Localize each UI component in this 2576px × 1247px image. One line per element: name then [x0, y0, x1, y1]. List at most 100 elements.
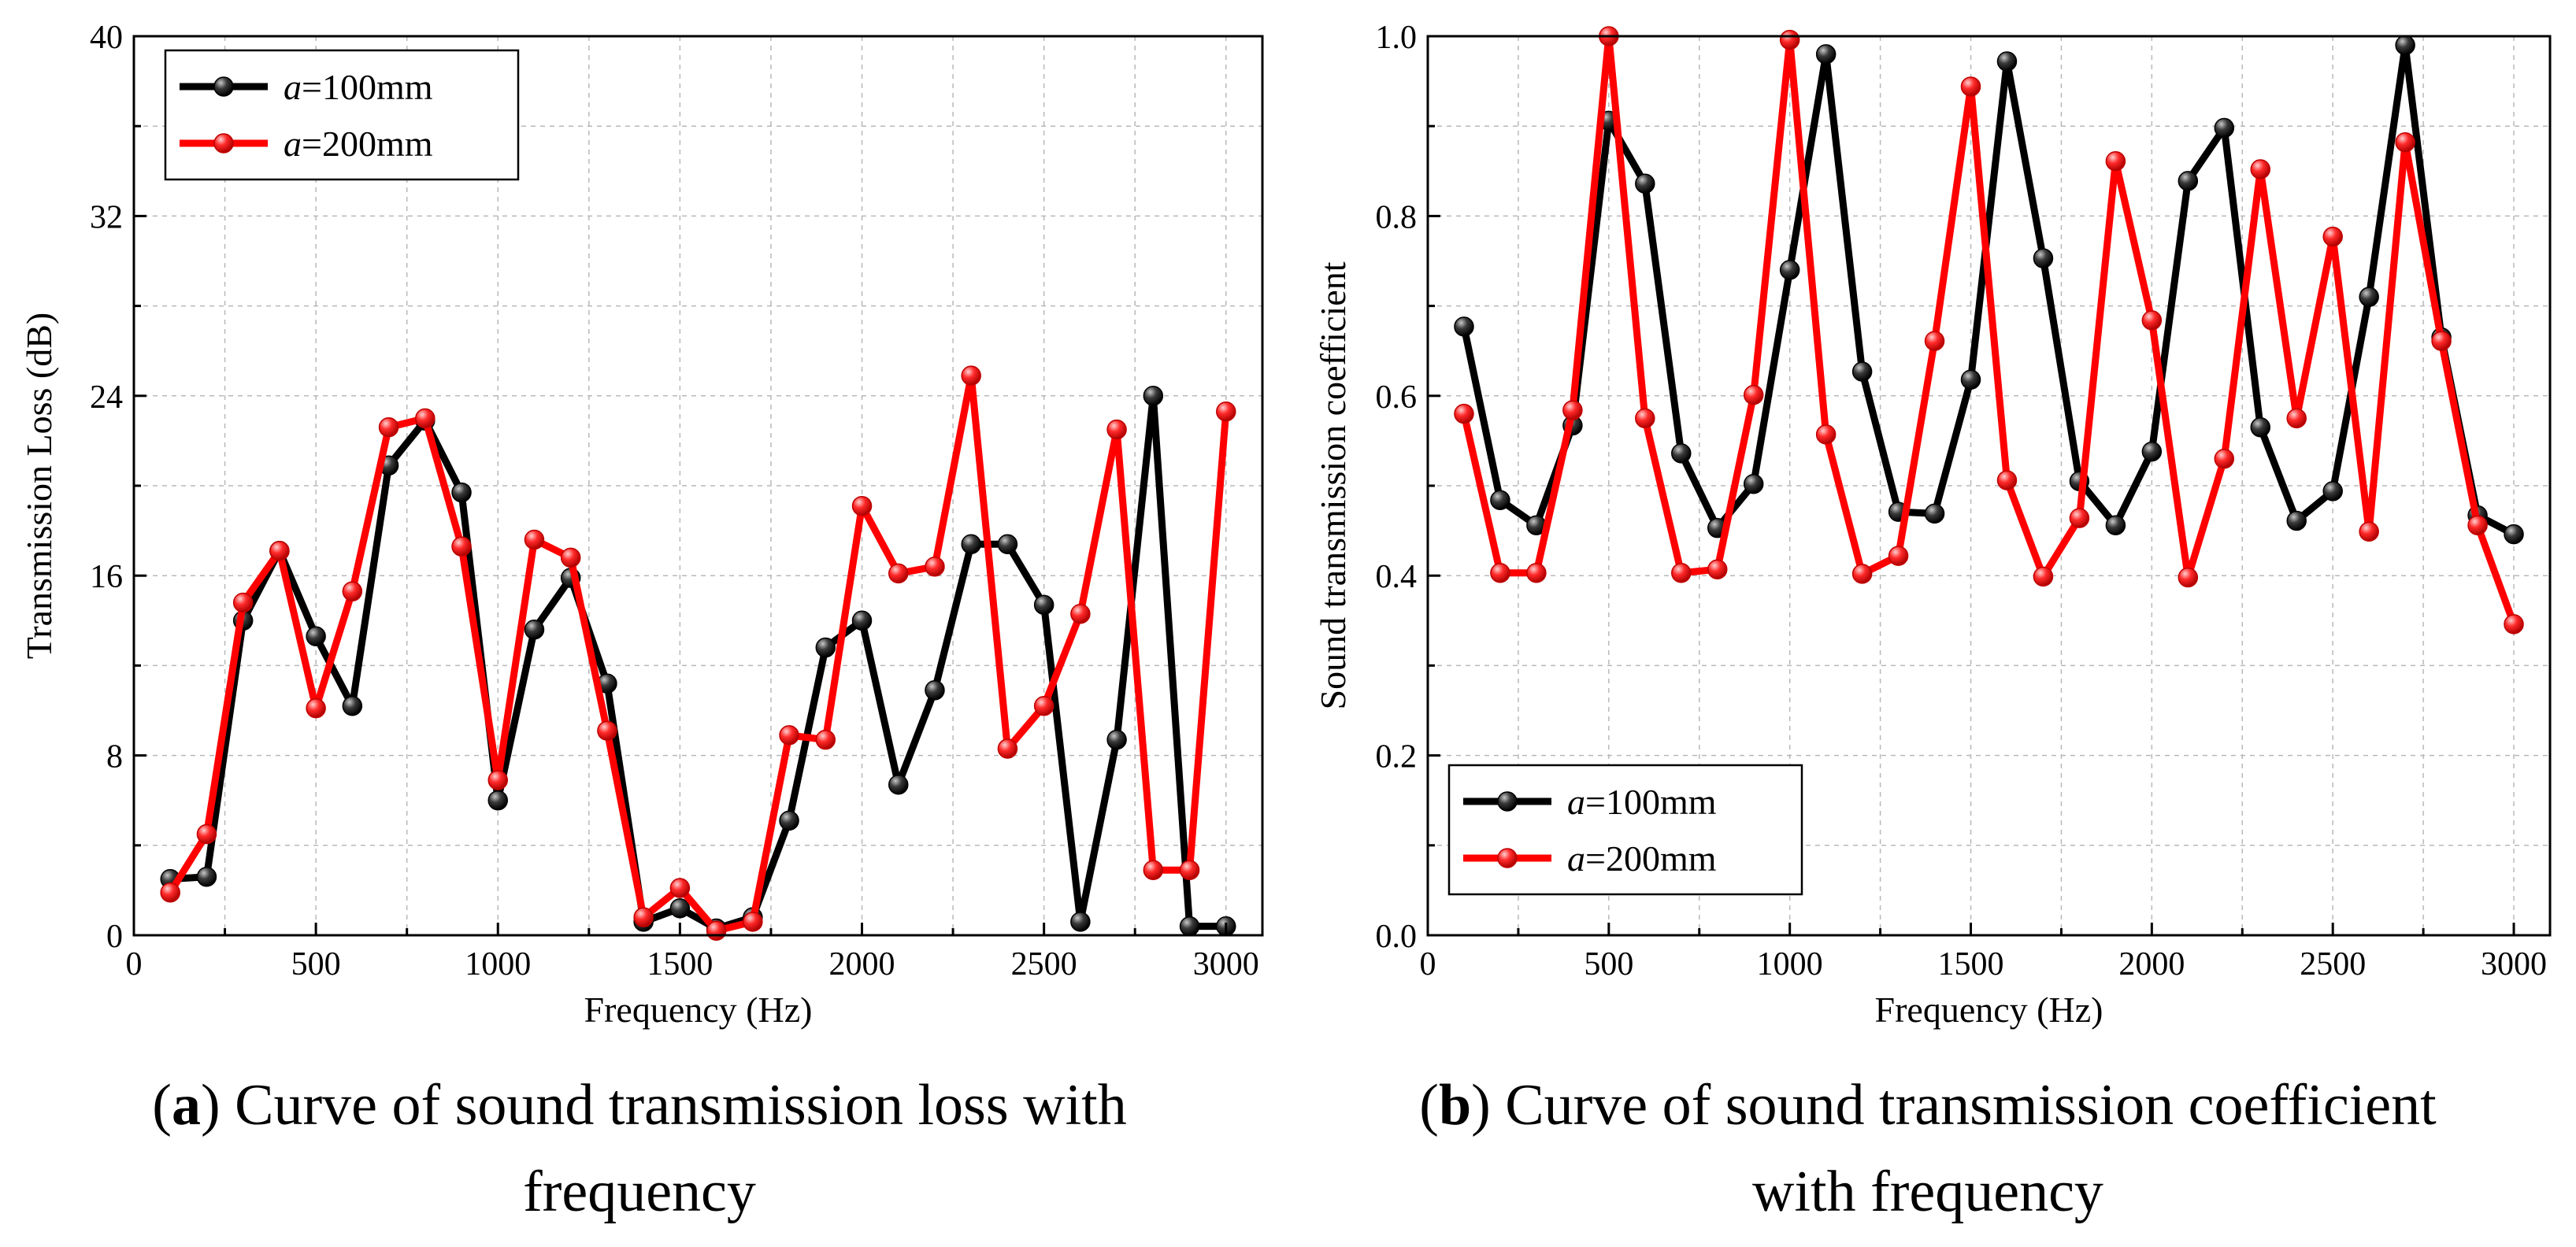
chart-b-legend-box — [1447, 764, 1803, 896]
chart-b-series-1-point — [1743, 384, 1764, 405]
chart-b-series-1-point — [1851, 564, 1873, 584]
chart-b-ticks: 0 500 1000 1500 2000 2500 3000 0.0 0.2 0.4 0.6 0.8 1… — [1376, 20, 2548, 982]
chart-b-series-0-point — [1960, 369, 1981, 390]
chart-a-series-0-point — [888, 774, 909, 795]
chart-b-legend-swatch-marker — [1497, 848, 1518, 868]
chart-b-series-1-point — [2431, 331, 2452, 351]
chart-b-series-1-point — [2033, 566, 2054, 587]
chart-a-series-1-point — [633, 907, 654, 927]
chart-b-series-0-point — [2359, 287, 2379, 307]
chart-a-x-tick-label: 1500 — [647, 946, 713, 982]
chart-a-series-0-point — [1033, 594, 1054, 616]
chart-b-series-0-point — [2322, 481, 2343, 501]
chart-a-series-0-point — [997, 534, 1018, 554]
chart-b-series-1-point — [2250, 159, 2271, 179]
chart-b-series-1-point — [1635, 408, 1655, 429]
chart-b-series-0-point — [2504, 524, 2524, 545]
chart-a-series-1-point — [196, 823, 217, 845]
chart-b-series-1-point — [1779, 29, 1800, 50]
chart-b-series-0-point — [2105, 515, 2126, 535]
chart-b-series-1-point — [2395, 132, 2415, 153]
caption-b-line-1: (b) Curve of sound transmission coeffici… — [1419, 1073, 2437, 1138]
chart-b-series-0-point — [2395, 35, 2415, 56]
chart-a-series-1-point — [415, 408, 436, 429]
chart-b-series-1-point — [1815, 424, 1837, 445]
chart-b-series-1-point — [2467, 515, 2488, 535]
caption-a-line-1: (a) Curve of sound transmission loss wit… — [152, 1073, 1126, 1138]
chart-b-y-tick-label: 0.0 — [1376, 919, 1418, 955]
chart-a-x-axis-label: Frequency (Hz) — [584, 990, 813, 1030]
chart-a-series-1-point — [1143, 860, 1164, 880]
chart-a-series-1-point — [925, 557, 945, 577]
chart-a-y-tick-label: 16 — [90, 559, 123, 595]
chart-b-series-0-point — [1815, 44, 1837, 65]
chart-a-series-1-point — [1106, 419, 1127, 440]
chart-a-x-tick-label: 1000 — [465, 946, 531, 982]
chart-a-series-0-point — [1106, 729, 1127, 750]
chart-a-panel: 0 500 1000 1500 2000 2500 3000 0 8 16 24 32 40 Frequ… — [19, 20, 1264, 1030]
chart-b-series-1-line — [1460, 32, 2518, 626]
chart-a-x-tick-label: 500 — [291, 946, 341, 982]
chart-b-series-1-point — [1960, 76, 1981, 97]
chart-b-series-0-point — [2178, 171, 2199, 191]
chart-b-series-0-point — [1779, 260, 1800, 280]
chart-a-series-1-point — [815, 729, 836, 750]
chart-b-series-0-point — [1924, 503, 1945, 524]
chart-b-series-0-point — [1490, 490, 1510, 511]
chart-b-series-1-point — [1526, 563, 1547, 583]
chart-b-series-1-point — [2214, 448, 2235, 469]
chart-a-series-1-point — [1216, 401, 1236, 422]
chart-a-legend: a=100mm a=200mm — [164, 49, 520, 181]
chart-a-y-tick-label: 0 — [106, 919, 123, 955]
chart-a-x-tick-label: 0 — [126, 946, 143, 982]
chart-a-series-1-point — [451, 536, 472, 557]
chart-b-series-1-point — [1707, 559, 1728, 579]
chart-a-series-0-point — [961, 534, 981, 554]
chart-b-series-0-point — [1743, 473, 1764, 494]
chart-a-y-tick-label: 32 — [90, 199, 123, 235]
chart-a-y-tick-label: 40 — [90, 20, 123, 56]
caption-a-line-2: frequency — [523, 1160, 756, 1224]
chart-b-series-1-point — [2504, 614, 2524, 635]
chart-b-series-0-point — [2286, 510, 2307, 531]
chart-a-y-tick-label: 24 — [90, 379, 123, 416]
chart-b-series-0-point — [2141, 441, 2163, 462]
chart-b-series-0-point — [1851, 361, 1873, 382]
chart-b-panel: 0 500 1000 1500 2000 2500 3000 0.0 0.2 0.4 0.6 0.8 1… — [1313, 20, 2552, 1030]
caption-b: (b) Curve of sound transmission coeffici… — [1419, 1073, 2437, 1224]
chart-b-y-axis-label: Sound transmission coefficient — [1313, 261, 1353, 709]
chart-b-series-1-point — [2322, 226, 2343, 247]
chart-a-series-1-point — [743, 912, 763, 932]
chart-b-legend-swatch-marker — [1497, 791, 1518, 812]
caption-a: (a) Curve of sound transmission loss wit… — [152, 1073, 1126, 1224]
chart-b-series-1-point — [1996, 470, 2018, 490]
chart-b-x-tick-label: 1000 — [1757, 946, 1823, 982]
chart-b-series-1-point — [2286, 408, 2307, 429]
chart-b-series-1-point — [2141, 310, 2163, 331]
chart-a-series-0-point — [524, 619, 545, 640]
chart-b-y-tick-label: 0.4 — [1376, 559, 1418, 595]
chart-a-series-1-point — [1033, 696, 1054, 716]
chart-a-series-0-point — [451, 482, 472, 503]
chart-a-series-1-point — [706, 920, 727, 942]
chart-a-series-1-point — [306, 698, 326, 719]
chart-b-x-tick-label: 2000 — [2118, 946, 2185, 982]
chart-a-x-tick-label: 2500 — [1011, 946, 1077, 982]
chart-a-series-1-point — [851, 495, 873, 516]
chart-a-series-1-point — [997, 738, 1018, 759]
chart-a-ticks: 0 500 1000 1500 2000 2500 3000 0 8 16 24 32 40 — [90, 20, 1259, 982]
chart-a-series-0-point — [306, 626, 326, 647]
chart-a-series-1-point — [597, 720, 617, 741]
chart-a-series-0-point — [851, 610, 873, 631]
chart-a-series-1-point — [378, 417, 399, 438]
chart-a-series-0-point — [196, 867, 217, 887]
chart-b-series-0-point — [1671, 443, 1692, 464]
chart-a-series-0-point — [815, 637, 836, 658]
chart-b-series-0-point — [2250, 417, 2271, 438]
chart-b-series-1-point — [1888, 546, 1909, 566]
chart-b-series-1-point — [1454, 403, 1474, 424]
chart-a-series-1-point — [961, 365, 981, 386]
chart-a-series-0-point — [779, 810, 799, 831]
chart-a-y-tick-label: 8 — [106, 739, 123, 775]
